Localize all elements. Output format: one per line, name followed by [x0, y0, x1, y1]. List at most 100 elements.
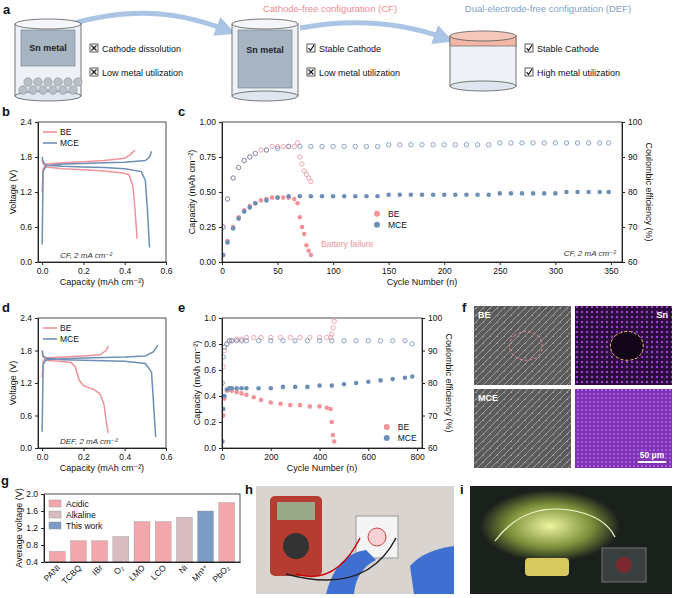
particle [64, 78, 72, 86]
capacity-point [329, 383, 334, 388]
ce-point [353, 144, 357, 148]
legend-entry: Acidic [49, 499, 89, 509]
legend-swatch [43, 338, 57, 340]
axis: 0.00.20.40.6 [37, 262, 173, 276]
sem-image [474, 389, 571, 468]
ce-point [486, 143, 490, 147]
capacity-point [242, 209, 247, 214]
capacity-point [309, 194, 314, 199]
tick-label: 2.0 [26, 489, 38, 499]
legend-label: BE [60, 323, 72, 333]
axis-title: Voltage (V) [8, 170, 18, 215]
tick: 90 [622, 152, 638, 162]
capacity-point [300, 225, 305, 230]
check-box [525, 68, 533, 76]
tick-mark [41, 494, 44, 495]
ce-point [252, 335, 256, 339]
ce-point [234, 339, 238, 343]
tick-mark [422, 416, 425, 417]
axis: 0200400600800 [220, 448, 425, 462]
panel-label: i [460, 482, 464, 497]
axis: 0.00.20.40.6 [37, 448, 173, 462]
legend-entry: BE [43, 323, 72, 333]
cell: Sn metal [232, 19, 298, 101]
capacity-point [342, 382, 347, 387]
check-icon [525, 44, 533, 52]
ce-point [420, 143, 424, 147]
axis-title: Capacity (mAh cm⁻²) [60, 463, 144, 473]
tick-mark [35, 318, 38, 319]
capacity-point [475, 193, 480, 198]
cross-mark [92, 46, 97, 51]
capacity-point [259, 398, 264, 403]
sem-image [474, 306, 571, 385]
check-icon [525, 68, 533, 76]
particle [69, 86, 77, 94]
tick: 2.0 [26, 489, 44, 499]
tick-label: IBr [90, 563, 105, 578]
ce-point [331, 144, 335, 148]
axis: 0.000.250.500.751.00 [199, 117, 222, 267]
tick-mark [622, 192, 625, 193]
tick-mark [422, 383, 425, 384]
legend-label: BE [60, 127, 72, 137]
tick-mark [219, 318, 222, 319]
row-label: BE [478, 310, 491, 320]
ce-point [342, 144, 346, 148]
capacity-point [239, 391, 244, 396]
tick: 60 [622, 257, 638, 267]
tick-mark [444, 262, 445, 265]
axis: 60708090100 [622, 117, 642, 267]
tick-label: 1.8 [20, 152, 32, 162]
ce-point [431, 143, 435, 147]
capacity-point [378, 378, 383, 383]
plot-frame [222, 122, 622, 262]
axis-line [38, 319, 39, 449]
ce-point [281, 339, 285, 343]
glow [480, 490, 620, 562]
panel-label: b [2, 104, 10, 119]
ce-point [231, 176, 235, 180]
tick-mark [219, 370, 222, 371]
capacity-point [275, 195, 280, 200]
multimeter-dial [283, 533, 309, 559]
bar [134, 522, 150, 562]
cell-window [368, 528, 386, 546]
check-box [307, 44, 315, 52]
tick-mark [611, 262, 612, 265]
capacity-point [320, 194, 325, 199]
tick-mark [622, 157, 625, 158]
tick-label: LCO [149, 562, 169, 582]
ce-point [298, 335, 302, 339]
panel-label: g [1, 473, 9, 488]
tick-mark [42, 262, 43, 265]
ce-point [509, 141, 513, 145]
tick-label: 60 [628, 257, 638, 267]
capacity-point [275, 195, 280, 200]
multimeter-screen [277, 502, 315, 520]
cell-top [450, 31, 516, 41]
capacity-point [420, 193, 425, 198]
ce-point [298, 155, 302, 159]
axis-title: Cycle Number (n) [287, 463, 358, 473]
tick: 0.6 [20, 222, 38, 232]
particle [39, 86, 47, 94]
tick-mark [35, 122, 38, 123]
cross-mark [92, 70, 97, 75]
tick-mark [271, 448, 272, 451]
legend-label: BE [398, 422, 410, 432]
capacity-point [317, 404, 322, 409]
capacity-point [575, 190, 580, 195]
ce-point [242, 158, 246, 162]
ce-point [298, 144, 302, 148]
panel-label: c [178, 104, 185, 119]
tick-mark [219, 157, 222, 158]
tick: 0.2 [78, 262, 90, 276]
capacity-point [332, 439, 337, 444]
tick: 50 [273, 262, 283, 276]
ce-point [256, 339, 260, 343]
tick-label: 80 [628, 187, 638, 197]
bar [92, 541, 108, 562]
element-label: Sn [656, 310, 668, 320]
tick-label: 1.6 [26, 506, 38, 516]
